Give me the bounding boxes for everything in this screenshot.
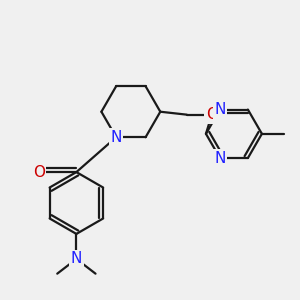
Text: N: N: [214, 151, 226, 166]
Text: N: N: [71, 251, 82, 266]
Text: N: N: [214, 102, 226, 117]
Text: O: O: [33, 165, 45, 180]
Text: O: O: [206, 107, 218, 122]
Text: N: N: [110, 130, 122, 145]
